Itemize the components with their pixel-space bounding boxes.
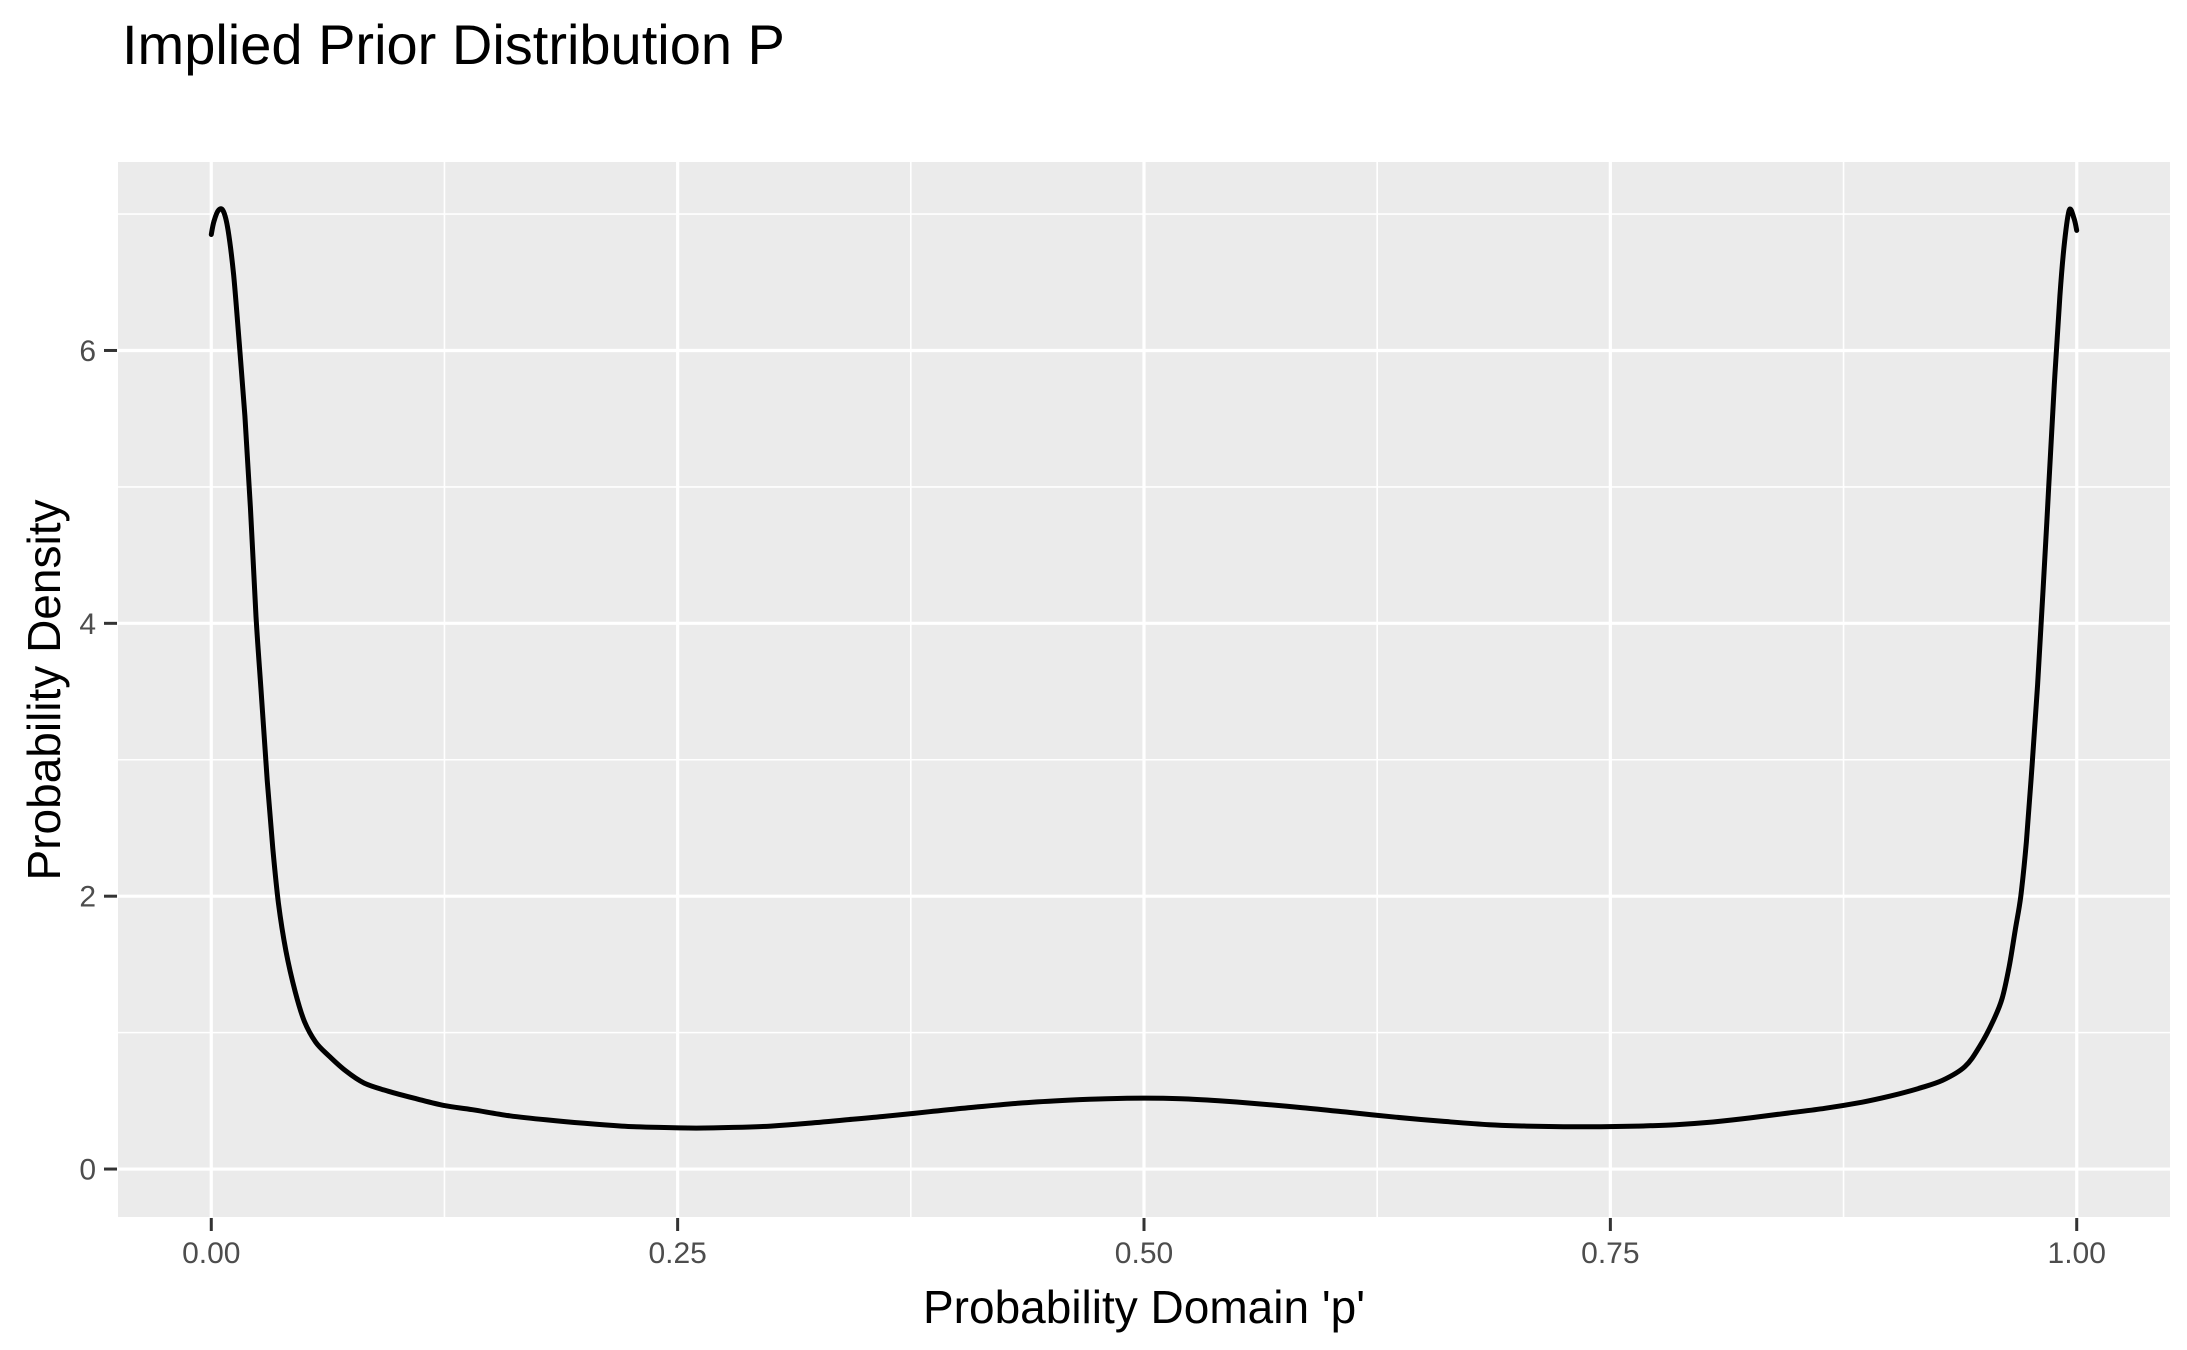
density-curve bbox=[208, 206, 2080, 1131]
plot-title: Implied Prior Distribution P bbox=[122, 13, 785, 76]
x-tick-label: 0.00 bbox=[182, 1237, 240, 1270]
y-tick-label: 2 bbox=[79, 881, 96, 914]
x-tick-label: 1.00 bbox=[2048, 1237, 2106, 1270]
y-tick-label: 6 bbox=[79, 335, 96, 368]
y-tick-label: 4 bbox=[79, 608, 96, 641]
x-tick-label: 0.75 bbox=[1581, 1237, 1639, 1270]
x-tick-label: 0.50 bbox=[1115, 1237, 1173, 1270]
x-tick-label: 0.25 bbox=[648, 1237, 706, 1270]
y-tick-label: 0 bbox=[79, 1154, 96, 1187]
x-axis-title: Probability Domain 'p' bbox=[923, 1281, 1365, 1333]
